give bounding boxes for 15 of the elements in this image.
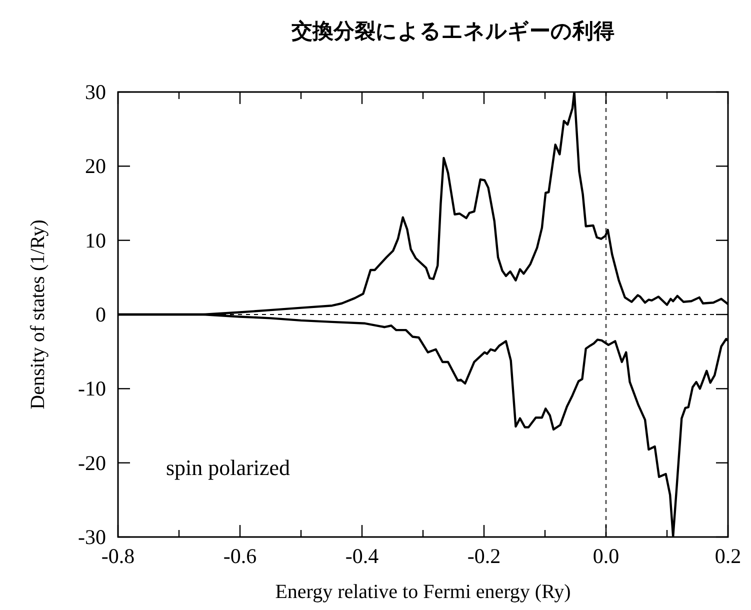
y-tick-label: -20 bbox=[78, 450, 106, 475]
y-tick-label: -10 bbox=[78, 376, 106, 401]
chart-title: 交換分裂によるエネルギーの利得 bbox=[290, 19, 614, 43]
x-tick-label: -0.4 bbox=[345, 544, 380, 568]
x-tick-label: -0.2 bbox=[467, 544, 501, 568]
y-tick-label: 20 bbox=[85, 154, 106, 178]
x-axis-title: Energy relative to Fermi energy (Ry) bbox=[275, 581, 571, 603]
annotation: spin polarized bbox=[166, 455, 290, 480]
y-tick-label: 10 bbox=[85, 228, 106, 252]
y-tick-label: 30 bbox=[85, 80, 106, 104]
x-tick-label: -0.6 bbox=[223, 544, 257, 568]
y-tick-label: 0 bbox=[96, 302, 106, 326]
y-axis-title: Density of states (1/Ry) bbox=[27, 220, 49, 410]
x-tick-label: 0.2 bbox=[714, 544, 742, 568]
x-tick-label: 0.0 bbox=[592, 544, 620, 568]
